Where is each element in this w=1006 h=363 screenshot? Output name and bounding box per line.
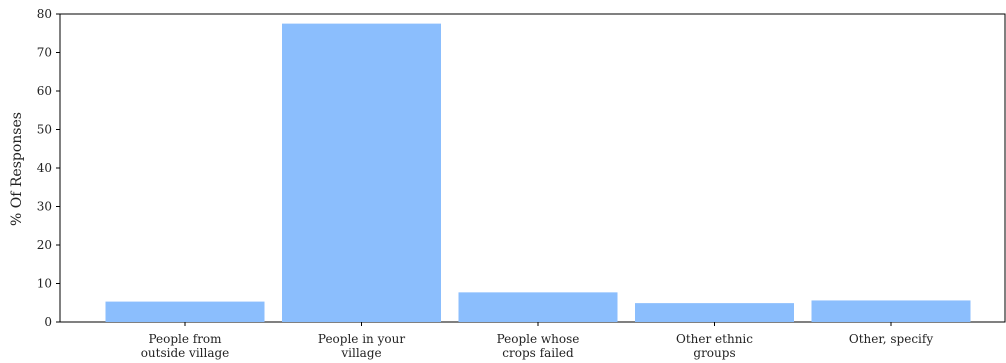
bars xyxy=(105,23,971,322)
bar-0 xyxy=(105,301,265,322)
bar-2 xyxy=(458,292,618,322)
plot-area xyxy=(59,13,1006,323)
x-tick-label: People from outside village xyxy=(141,332,230,360)
plot-frame xyxy=(59,13,1006,323)
y-axis: 0 10 20 30 40 50 60 70 80 xyxy=(37,7,60,329)
x-tick-label: Other ethnic groups xyxy=(676,332,753,360)
y-tick-label: 0 xyxy=(44,315,52,329)
x-tick-label: People whose crops failed xyxy=(497,332,580,360)
x-axis: People from outside village People in your… xyxy=(141,322,933,360)
x-tick-label: People in your village xyxy=(318,332,405,360)
x-tick-label: Other, specify xyxy=(849,332,933,346)
bar-4 xyxy=(811,300,971,322)
y-tick-label: 10 xyxy=(37,277,52,291)
bar-1 xyxy=(282,23,441,322)
y-tick-label: 80 xyxy=(37,7,52,21)
y-tick-label: 20 xyxy=(37,238,52,252)
y-tick-label: 60 xyxy=(37,84,52,98)
y-tick-label: 40 xyxy=(37,161,52,175)
y-tick-label: 70 xyxy=(37,46,52,60)
y-tick-label: 50 xyxy=(37,123,52,137)
y-axis-label: % Of Responses xyxy=(9,112,25,226)
bar-3 xyxy=(635,303,794,322)
y-tick-label: 30 xyxy=(37,200,52,214)
